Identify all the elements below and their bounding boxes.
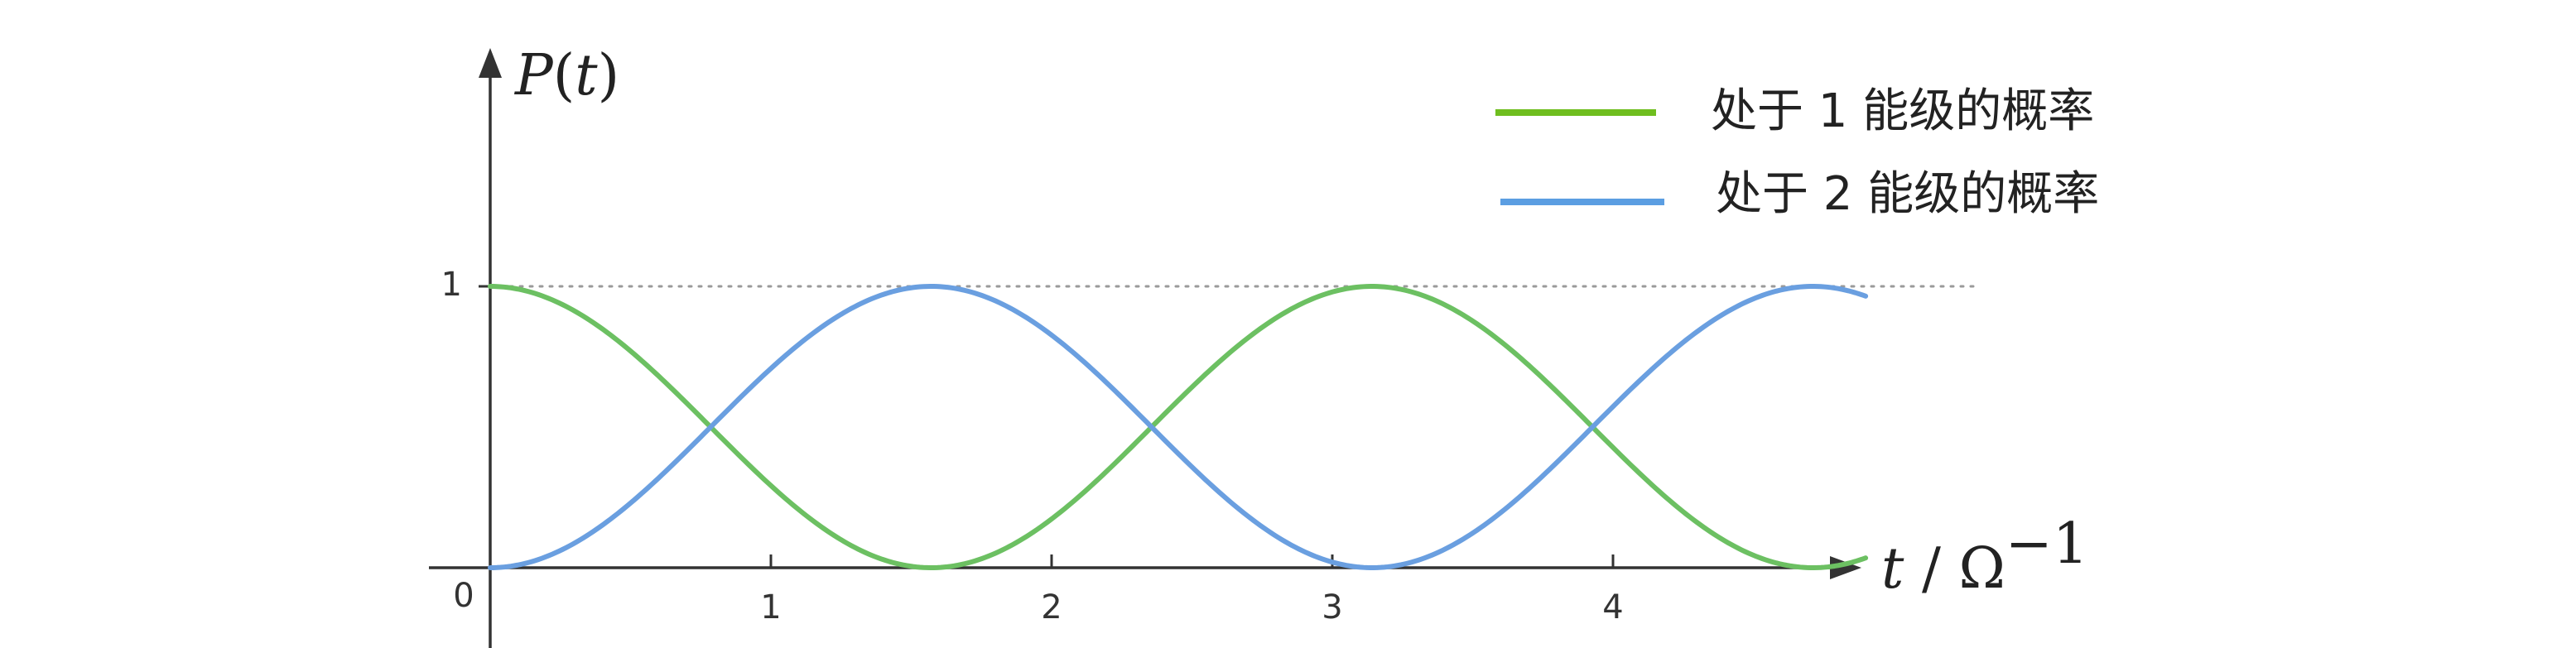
x-tick-label-1: 1 (760, 588, 781, 626)
x-axis-arrow (1830, 556, 1861, 579)
origin-label: 0 (453, 577, 474, 615)
x-tick-label-4: 4 (1602, 588, 1623, 626)
legend: 处于 1 能级的概率 处于 2 能级的概率 (1495, 84, 2099, 221)
x-tick-label-3: 3 (1322, 588, 1342, 626)
legend-label-level-2: 处于 2 能级的概率 (1716, 167, 2099, 221)
y-tick-label-1: 1 (441, 266, 462, 304)
x-tick-label-2: 2 (1041, 588, 1062, 626)
x-tick-labels: 1 2 3 4 (760, 588, 1623, 626)
series-line-level-1 (488, 284, 1869, 570)
y-axis-title: P(t) (513, 43, 619, 108)
legend-label-level-1: 处于 1 能级的概率 (1711, 84, 2094, 138)
x-axis-title: t / Ω−1 (1881, 511, 2088, 602)
y-axis-arrow (479, 48, 502, 78)
series-line-level-2 (488, 284, 1869, 570)
series-group (488, 284, 1869, 570)
x-ticks (769, 554, 1615, 568)
